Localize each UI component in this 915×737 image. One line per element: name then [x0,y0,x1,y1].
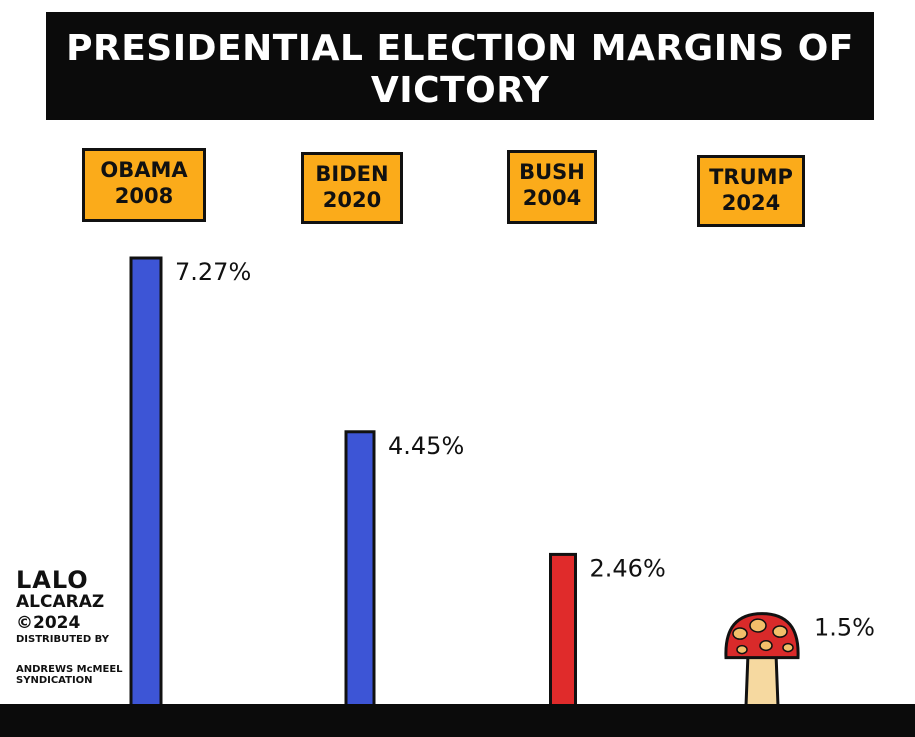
mushroom-spot [749,618,767,633]
category-label-line1: BUSH [519,160,585,184]
chart-subtitle: (IN OTHER WORDS, IS IT REALLY A MANDATE?… [136,117,784,145]
mushroom-spot [732,627,748,640]
mushroom-spot [759,640,773,652]
category-label-line1: OBAMA [100,158,188,182]
artist-name-first: LALO [16,566,89,594]
chart-title: PRESIDENTIAL ELECTION MARGINS OF VICTORY [66,28,854,111]
bar-biden-2020 [344,430,376,708]
value-label: 1.5% [814,614,875,642]
title-banner: PRESIDENTIAL ELECTION MARGINS OF VICTORY… [46,12,874,145]
bar-obama-2008 [129,256,163,708]
category-label-line1: TRUMP [709,165,793,189]
distributor-line: ANDREWS McMEEL [16,664,123,675]
category-label-line2: 2024 [721,191,781,215]
bar-bush-2004 [549,552,577,708]
artist-name-last: ALCARAZ [16,592,105,612]
mushroom-icon [724,612,800,708]
category-label-obama: OBAMA 2008 [82,148,206,222]
copyright-notice: ©2024 [16,613,81,633]
mushroom-spot [782,642,794,653]
ground-strip [0,704,915,737]
distributor-line: DISTRIBUTED BY [16,634,109,645]
artist-credit: LALO ALCARAZ ©2024 DISTRIBUTED BY ANDREW… [16,568,126,686]
category-label-line2: 2004 [522,186,582,210]
category-label-trump: TRUMP 2024 [697,155,805,227]
category-label-line2: 2020 [322,188,382,212]
mushroom-spot [772,625,788,638]
category-label-line2: 2008 [114,184,174,208]
distributor-line: SYNDICATION [16,675,93,686]
value-label: 4.45% [388,432,464,460]
value-label: 7.27% [175,258,251,286]
category-label-biden: BIDEN 2020 [301,152,403,224]
category-label-line1: BIDEN [315,162,389,186]
value-label: 2.46% [590,554,666,582]
mushroom-stem [744,652,780,708]
category-label-bush: BUSH 2004 [507,150,597,224]
mushroom-spot [736,644,748,655]
